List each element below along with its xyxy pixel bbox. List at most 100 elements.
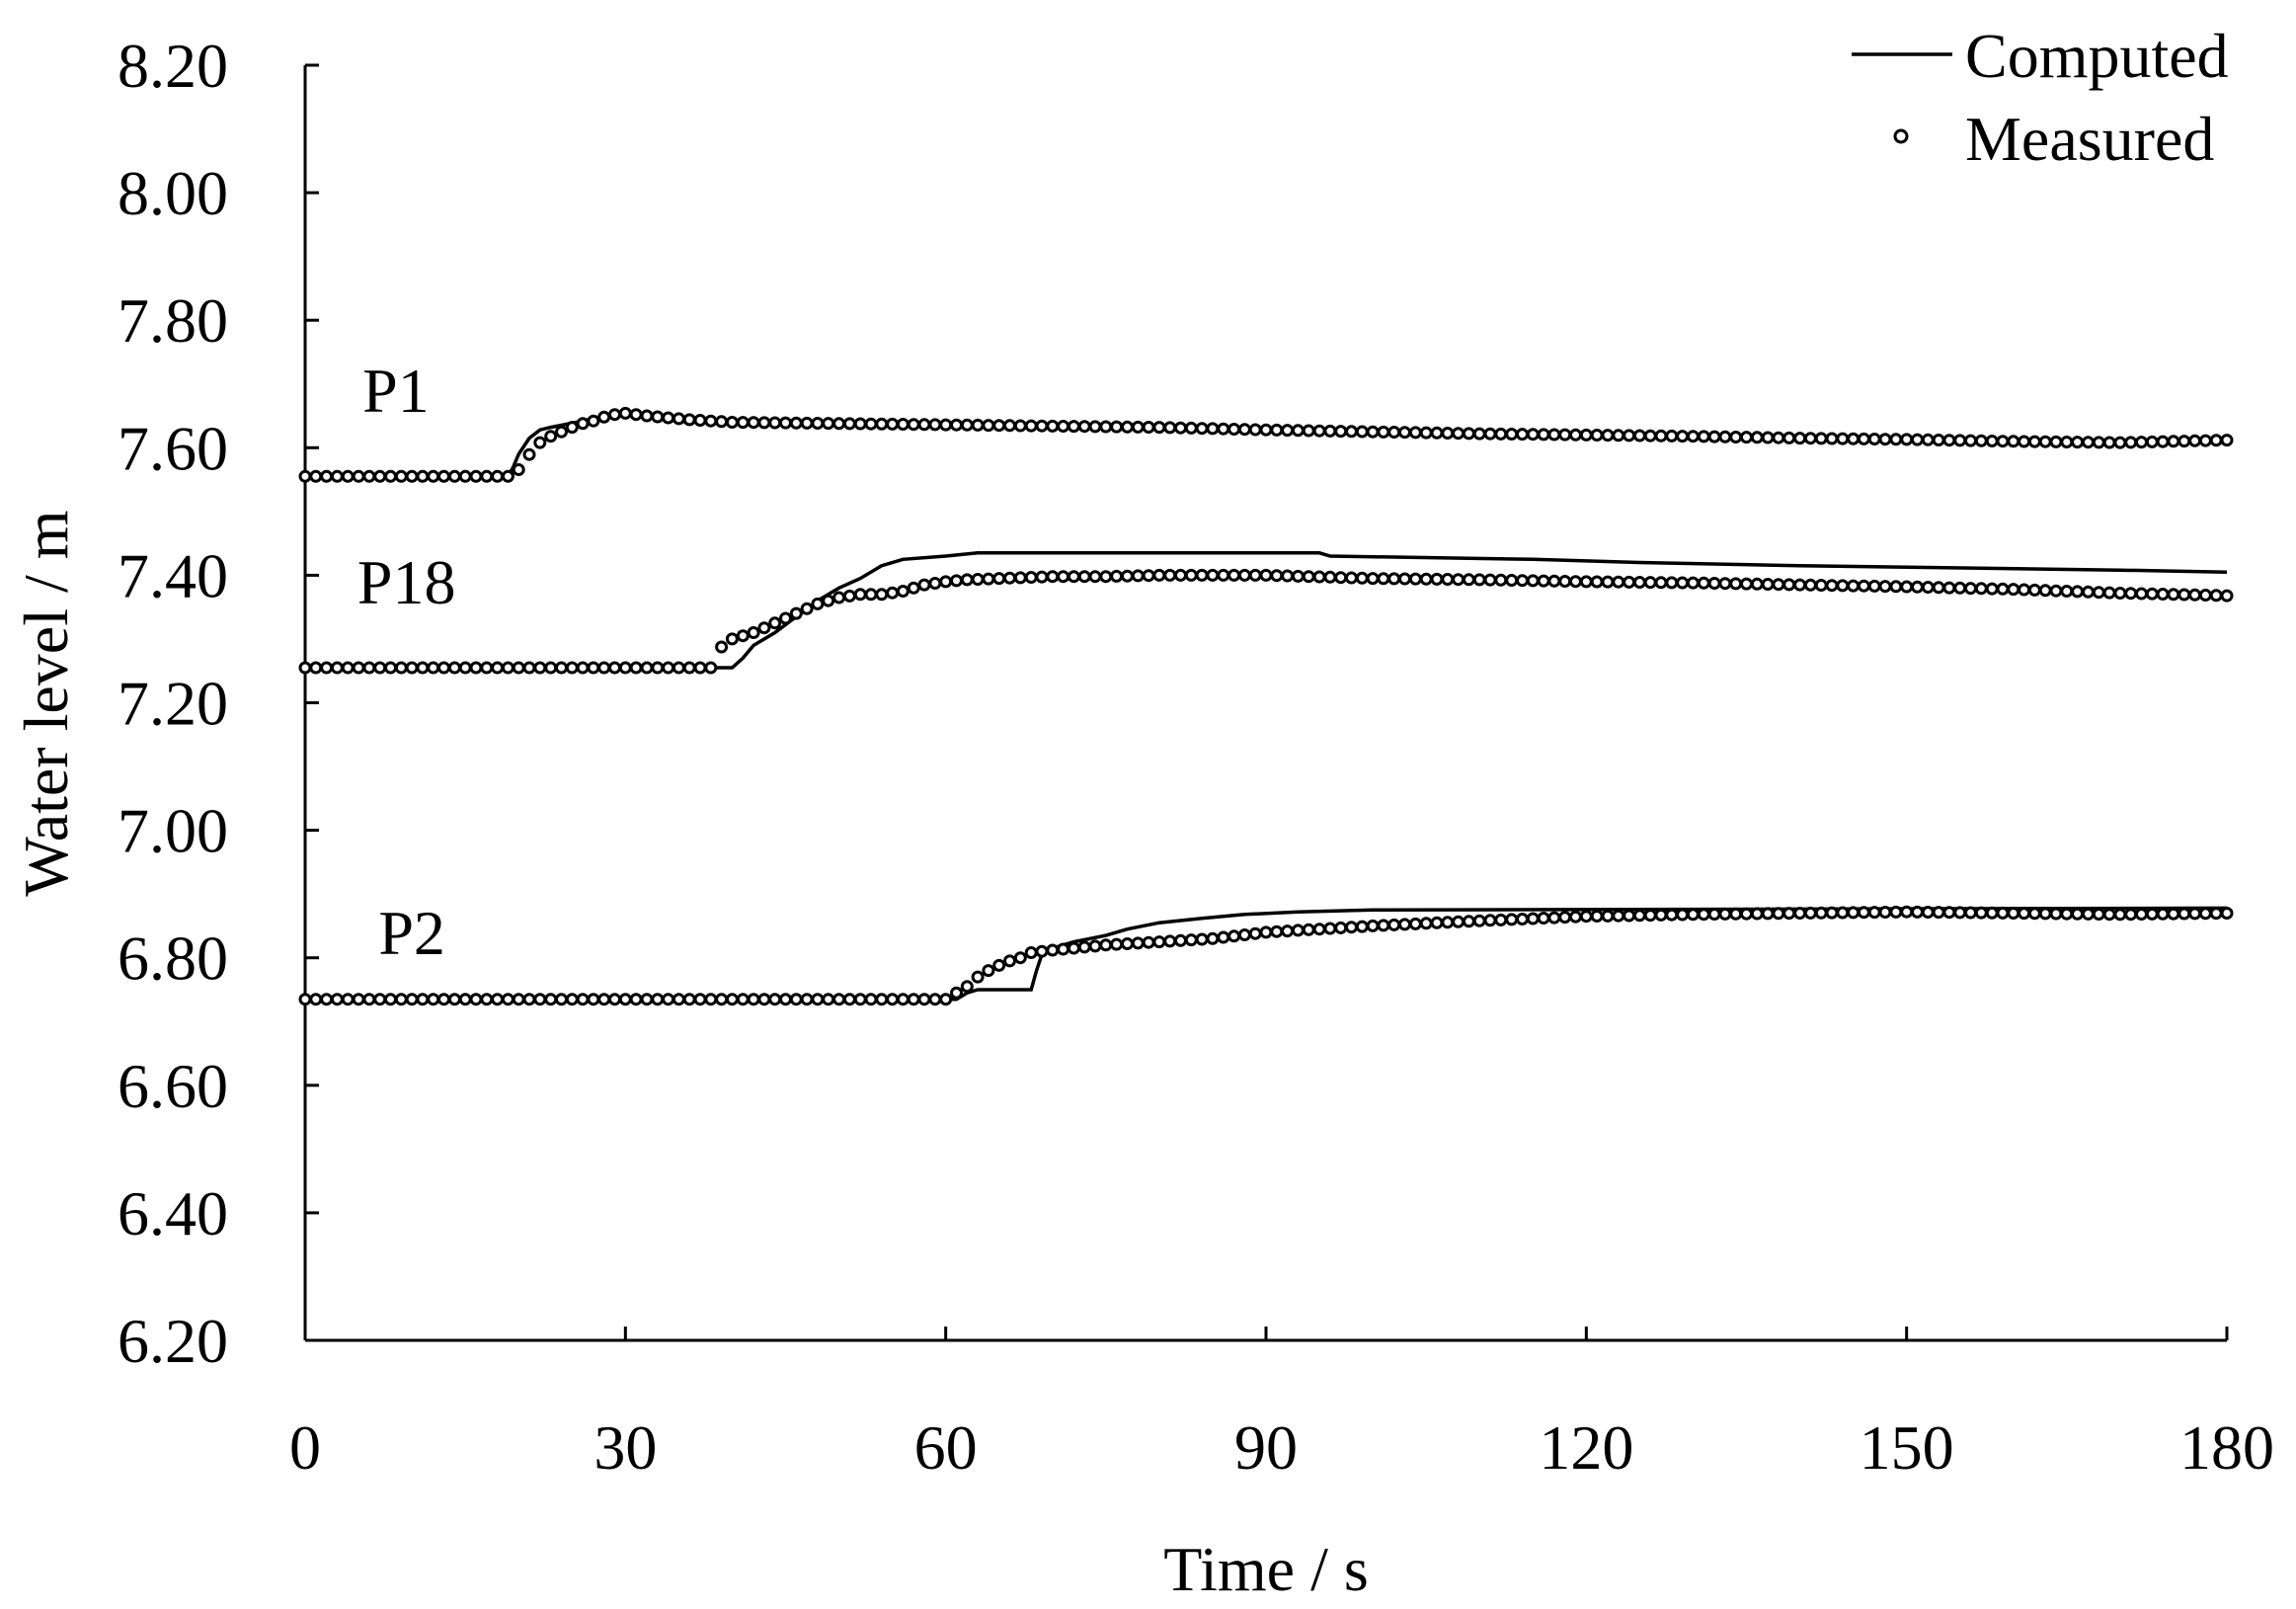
measured-point: [693, 414, 707, 427]
measured-point: [2198, 589, 2212, 602]
measured-point: [1121, 937, 1134, 950]
measured-point: [1334, 921, 1348, 934]
measured-point: [1121, 569, 1134, 583]
measured-point: [1206, 568, 1220, 582]
measured-point: [1323, 922, 1337, 935]
measured-point: [1889, 433, 1903, 446]
measured-point: [640, 993, 654, 1006]
measured-point: [1985, 435, 1999, 447]
measured-point: [1569, 428, 1582, 442]
measured-point: [1526, 574, 1540, 588]
measured-point: [544, 430, 558, 443]
measured-point: [587, 414, 600, 428]
measured-point: [1472, 914, 1486, 927]
measured-point: [565, 421, 579, 435]
measured-point: [2124, 908, 2138, 922]
measured-point: [1623, 429, 1636, 442]
measured-point: [1964, 434, 1977, 447]
measured-point: [1099, 938, 1113, 952]
measured-point: [640, 409, 654, 423]
series-label: P2: [378, 898, 445, 968]
measured-point: [298, 661, 312, 675]
y-tick-label: 6.40: [118, 1178, 228, 1248]
measured-point: [1248, 423, 1262, 437]
measured-point: [1547, 428, 1561, 442]
measured-point: [1217, 568, 1230, 582]
measured-point: [608, 993, 621, 1006]
measured-point: [1334, 425, 1348, 439]
measured-point: [1889, 580, 1903, 594]
measured-point: [330, 993, 344, 1006]
measured-point: [651, 410, 665, 424]
measured-point: [2082, 907, 2095, 921]
measured-point: [1505, 574, 1519, 587]
measured-point: [501, 469, 515, 483]
measured-point: [917, 578, 931, 592]
measured-point: [1996, 582, 2010, 596]
measured-point: [2102, 436, 2116, 449]
measured-point: [682, 993, 696, 1006]
gauge-p2: P2: [298, 898, 2234, 1006]
measured-point: [662, 661, 675, 675]
measured-point: [2209, 434, 2223, 447]
measured-point: [832, 591, 846, 604]
measured-point: [1142, 569, 1155, 583]
measured-point: [1366, 572, 1380, 586]
measured-point: [2188, 907, 2202, 921]
measured-point: [1131, 420, 1145, 434]
measured-point: [1302, 424, 1315, 438]
measured-point: [1612, 429, 1625, 442]
measured-point: [1932, 906, 1945, 920]
measured-point: [1900, 905, 1914, 919]
measured-point: [682, 661, 696, 675]
measured-point: [1729, 577, 1743, 591]
measured-point: [1377, 425, 1390, 439]
measured-point: [2220, 434, 2234, 447]
measured-point: [1046, 570, 1060, 584]
measured-point: [1676, 908, 1690, 922]
measured-point: [1472, 573, 1486, 587]
measured-point: [1782, 431, 1796, 444]
measured-point: [1494, 427, 1508, 441]
measured-point: [800, 416, 814, 430]
measured-point: [1152, 421, 1166, 435]
measured-point: [789, 606, 803, 620]
measured-point: [1206, 422, 1220, 436]
measured-point: [1430, 572, 1444, 586]
measured-point: [2060, 436, 2074, 448]
measured-point: [1750, 431, 1764, 444]
measured-point: [1281, 925, 1295, 938]
measured-point: [1184, 933, 1198, 947]
measured-point: [1281, 569, 1295, 583]
measured-point: [1707, 908, 1721, 921]
measured-point: [842, 417, 856, 431]
measured-point: [1195, 932, 1209, 946]
measured-point: [555, 425, 568, 439]
computed-line: [305, 551, 2228, 670]
measured-point: [1974, 582, 1988, 596]
measured-point: [1996, 435, 2010, 448]
measured-point: [1579, 575, 1593, 589]
measured-point: [1911, 905, 1924, 919]
measured-point: [533, 661, 547, 675]
measured-point: [1483, 573, 1497, 587]
measured-point: [1312, 424, 1326, 438]
measured-point: [1921, 906, 1935, 919]
measured-point: [1419, 572, 1433, 586]
measured-point: [1632, 429, 1646, 442]
x-axis-title: Time / s: [1163, 1534, 1369, 1604]
measured-point: [1676, 576, 1690, 590]
measured-point: [1377, 919, 1390, 932]
measured-point: [715, 993, 729, 1006]
measured-point: [757, 621, 771, 635]
measured-point: [1291, 424, 1305, 438]
measured-point: [427, 469, 440, 483]
measured-point: [362, 993, 376, 1006]
measured-point: [1740, 907, 1753, 921]
measured-point: [2018, 907, 2031, 921]
measured-point: [1067, 420, 1080, 434]
measured-point: [1601, 909, 1615, 923]
measured-point: [875, 588, 889, 602]
measured-point: [662, 993, 675, 1006]
measured-point: [298, 993, 312, 1006]
